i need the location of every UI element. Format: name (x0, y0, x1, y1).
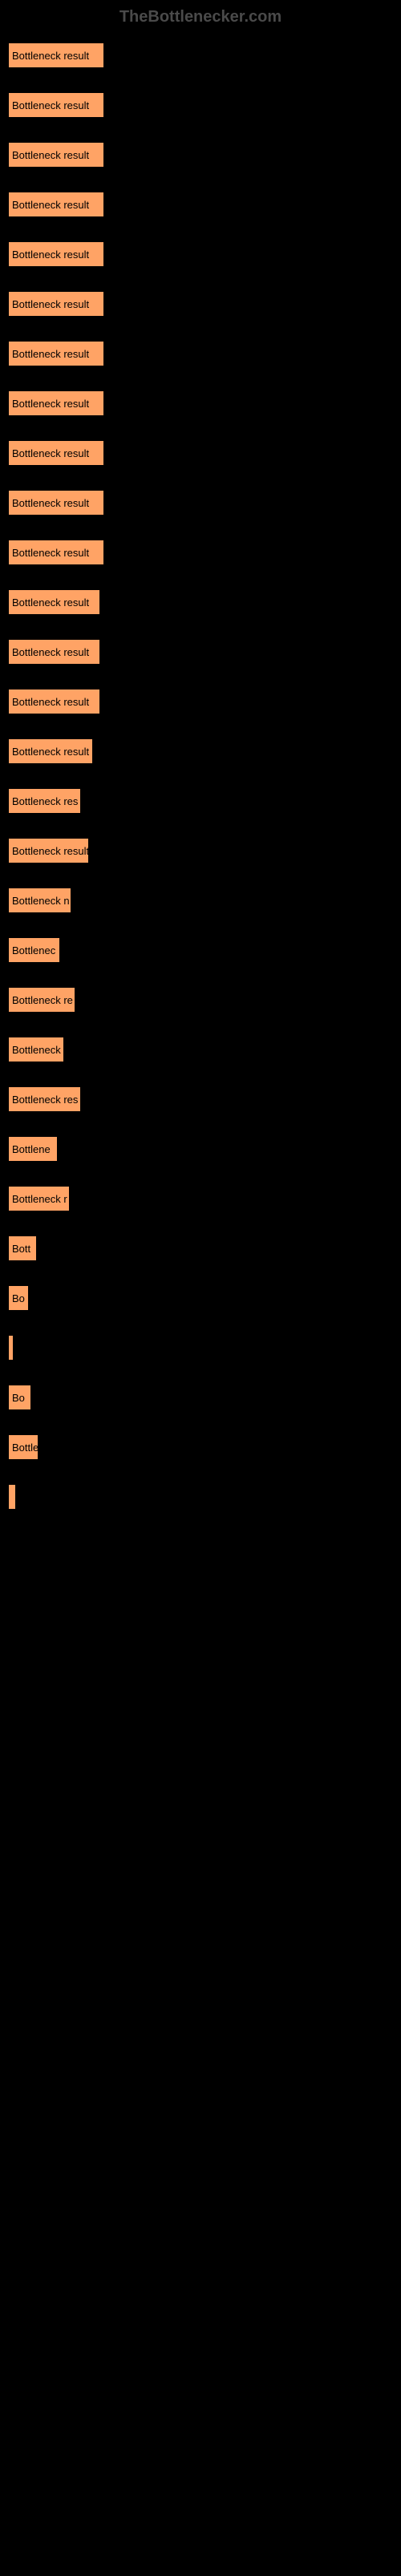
bar: Bo (8, 1385, 31, 1410)
bar-label: Bottleneck result (12, 696, 89, 708)
bar-wrapper: Bottle (8, 1434, 393, 1460)
bar-wrapper: Bottleneck n (8, 888, 393, 913)
bar-wrapper: Bottleneck result (8, 440, 393, 466)
bar: Bottleneck result (8, 390, 104, 416)
bar: Bottleneck r (8, 1186, 70, 1211)
bar: Bottleneck result (8, 192, 104, 217)
bar (8, 1335, 14, 1361)
bar-label: Bottleneck result (12, 497, 89, 509)
bar: Bottleneck result (8, 838, 89, 863)
bar-label: Bottleneck result (12, 646, 89, 658)
bar-wrapper: Bottleneck result (8, 540, 393, 565)
bar: Bottleneck res (8, 788, 81, 814)
bar-label: Bottleneck result (12, 298, 89, 310)
bar: Bottleneck n (8, 888, 71, 913)
footer-spacer (0, 1534, 401, 2576)
bar-label: Bottleneck result (12, 845, 89, 857)
bar-label: Bottleneck result (12, 398, 89, 410)
bar-wrapper: Bottleneck re (8, 987, 393, 1013)
bar: Bottleneck res (8, 1086, 81, 1112)
bar: Bottleneck result (8, 291, 104, 317)
bar: Bottleneck result (8, 241, 104, 267)
bar-label: Bottle (12, 1442, 38, 1454)
chart-area: Bottleneck result Bottleneck result Bottle… (0, 42, 401, 1510)
bar: Bottleneck re (8, 987, 75, 1013)
bar-label: Bottleneck result (12, 746, 89, 758)
bar-wrapper: Bottleneck result (8, 42, 393, 68)
bar-label: Bottleneck res (12, 1094, 78, 1106)
bar: Bottleneck result (8, 92, 104, 118)
bar-wrapper: Bottleneck result (8, 639, 393, 665)
bar-label: Bottleneck n (12, 895, 70, 907)
bar-label: Bottleneck result (12, 547, 89, 559)
bar-wrapper: Bottleneck result (8, 92, 393, 118)
bar-label: Bott (12, 1243, 30, 1255)
bar: Bottleneck (8, 1037, 64, 1062)
bar-wrapper: Bottleneck result (8, 589, 393, 615)
bar: Bottleneck result (8, 540, 104, 565)
bar-wrapper: Bottleneck result (8, 390, 393, 416)
bar: Bottleneck result (8, 589, 100, 615)
bar-label: Bottleneck result (12, 99, 89, 111)
bar-wrapper: Bott (8, 1235, 393, 1261)
bar-wrapper: Bottleneck r (8, 1186, 393, 1211)
bar-wrapper: Bottleneck result (8, 689, 393, 714)
bar-label: Bottleneck re (12, 994, 73, 1006)
bar: Bottleneck result (8, 639, 100, 665)
bar-wrapper (8, 1484, 393, 1510)
bar-wrapper: Bottleneck result (8, 490, 393, 516)
bar: Bottleneck result (8, 341, 104, 366)
bar-label: Bottleneck result (12, 249, 89, 261)
bar-wrapper: Bottleneck result (8, 192, 393, 217)
bar: Bottleneck result (8, 440, 104, 466)
bar-label: Bottleneck res (12, 795, 78, 807)
bar-wrapper: Bottleneck res (8, 1086, 393, 1112)
bar (8, 1484, 16, 1510)
bar-wrapper: Bo (8, 1285, 393, 1311)
bar-wrapper: Bottleneck result (8, 241, 393, 267)
bar: Bottleneck result (8, 490, 104, 516)
bar-label: Bottleneck result (12, 149, 89, 161)
bar-wrapper: Bottleneck result (8, 291, 393, 317)
bar-wrapper: Bottleneck (8, 1037, 393, 1062)
bar-label: Bottleneck result (12, 50, 89, 62)
bar-label: Bo (12, 1392, 25, 1404)
bar: Bottleneck result (8, 689, 100, 714)
bar-label: Bottleneck result (12, 348, 89, 360)
bar-wrapper: Bo (8, 1385, 393, 1410)
bar-wrapper: Bottleneck res (8, 788, 393, 814)
bar-wrapper: Bottleneck result (8, 341, 393, 366)
bar-wrapper: Bottleneck result (8, 142, 393, 168)
bar-label: Bottlene (12, 1143, 51, 1155)
bar: Bottlene (8, 1136, 58, 1162)
bar-label: Bottleneck result (12, 199, 89, 211)
bar-wrapper: Bottleneck result (8, 738, 393, 764)
bar: Bottleneck result (8, 142, 104, 168)
bar-label: Bottlenec (12, 944, 55, 956)
bar-wrapper (8, 1335, 393, 1361)
bar-label: Bottleneck (12, 1044, 61, 1056)
bar: Bottlenec (8, 937, 60, 963)
watermark-text: TheBottlenecker.com (0, 8, 401, 26)
bar-wrapper: Bottlenec (8, 937, 393, 963)
bar: Bo (8, 1285, 29, 1311)
bar-label: Bottleneck r (12, 1193, 67, 1205)
bar-label: Bottleneck result (12, 596, 89, 609)
bar: Bott (8, 1235, 37, 1261)
bar: Bottleneck result (8, 42, 104, 68)
bar-wrapper: Bottleneck result (8, 838, 393, 863)
bar-wrapper: Bottlene (8, 1136, 393, 1162)
bar: Bottleneck result (8, 738, 93, 764)
bar-label: Bo (12, 1292, 25, 1304)
bar-label: Bottleneck result (12, 447, 89, 459)
bar: Bottle (8, 1434, 38, 1460)
